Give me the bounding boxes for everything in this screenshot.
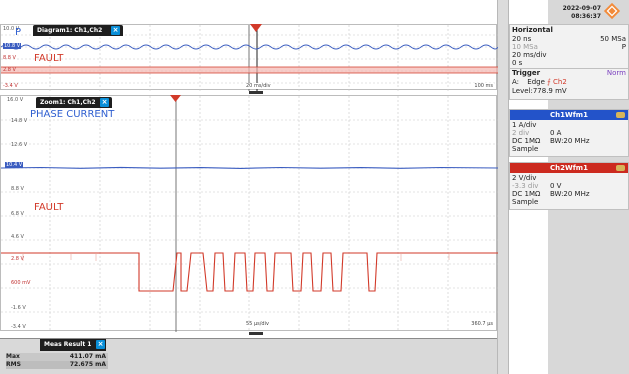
horizontal-position: 0 s: [512, 59, 523, 67]
zoom1-tab-label: Zoom1: Ch1,Ch2: [40, 99, 96, 106]
diagram1-grid: [1, 25, 498, 91]
ch1-position: 2 div: [512, 129, 530, 137]
trigger-source-row: A: Edge ⨍ Ch2: [512, 78, 567, 86]
ch1-mode: Sample: [512, 145, 539, 153]
diag-y-label-2: 2.8 V: [3, 67, 16, 73]
edge-icon: ⨍: [547, 78, 551, 86]
zoom1-close-icon[interactable]: ×: [100, 98, 109, 107]
zoom-y-label-9: -1.6 V: [11, 305, 26, 311]
ch2-bandwidth: BW:20 MHz: [550, 190, 590, 198]
diag-label-p: P: [15, 27, 22, 38]
trigger-channel: Ch2: [553, 78, 567, 86]
zoom-resize-handle[interactable]: [249, 332, 263, 335]
diag-y-label-3: -3.4 V: [3, 83, 18, 89]
zoom-x-end: 360.7 µs: [470, 321, 494, 327]
trigger-level: Level:778.9 mV: [512, 87, 567, 95]
ch2-coupling: DC 1MΩ: [512, 190, 541, 198]
diagram1-close-icon[interactable]: ×: [111, 26, 120, 35]
horizontal-timebase: 20 ms/div: [512, 51, 547, 59]
meas-tab-label: Meas Result 1: [44, 341, 92, 348]
diagram-resize-handle[interactable]: [249, 91, 263, 94]
panel-splitter[interactable]: [497, 0, 509, 374]
horizontal-resolution: 20 ns: [512, 35, 532, 43]
zoom1-grid: [1, 96, 498, 332]
zoom-ch1-marker[interactable]: 10.4 V: [5, 162, 24, 168]
meas-name-rms: RMS: [6, 361, 21, 368]
zoom1-tab[interactable]: Zoom1: Ch1,Ch2 ×: [36, 97, 112, 108]
diag-label-fault: FAULT: [34, 53, 64, 64]
zoom-label-fault: FAULT: [34, 202, 64, 213]
trigger-title: Trigger: [512, 69, 541, 77]
trigger-mode: Norm: [606, 69, 626, 77]
ch2-panel[interactable]: Ch2Wfm1 2 V/div -3.3 div 0 V DC 1MΩ BW:2…: [509, 162, 629, 210]
ch2-offset: 0 V: [550, 182, 562, 190]
ch1-bandwidth: BW:20 MHz: [550, 137, 590, 145]
ch2-title: Ch2Wfm1: [550, 164, 588, 172]
zoom-trigger-marker-icon[interactable]: [170, 95, 181, 102]
ch2-scale: 2 V/div: [512, 174, 537, 182]
ch2-position: -3.3 div: [512, 182, 539, 190]
date-text: 2022-09-07: [562, 5, 601, 12]
meas-close-icon[interactable]: ×: [96, 340, 105, 349]
ch1-settings-icon[interactable]: [616, 112, 625, 118]
diag-ch1-marker[interactable]: 10.8 V: [3, 43, 22, 49]
ch2-mode: Sample: [512, 198, 539, 206]
diag-x-scale: 20 ms/div: [245, 83, 272, 89]
ch1-panel[interactable]: Ch1Wfm1 1 A/div 2 div 0 A DC 1MΩ BW:20 M…: [509, 109, 629, 157]
diag-x-end: 100 ms: [473, 83, 494, 89]
diagram1-tab[interactable]: Diagram1: Ch1,Ch2 ×: [33, 25, 123, 36]
ch2-header[interactable]: Ch2Wfm1: [510, 163, 628, 173]
horizontal-acq-rate: 10 MSa: [512, 43, 538, 51]
meas-row-rms: RMS 72.675 mA: [6, 361, 108, 369]
meas-value-max: 411.07 mA: [69, 353, 106, 360]
zoom-x-scale: 55 µs/div: [245, 321, 270, 327]
horizontal-samplerate: 50 MSa: [600, 35, 626, 43]
zoom-y-label-2: 12.6 V: [11, 142, 28, 148]
zoom1-plot[interactable]: 16.0 V 14.8 V 12.6 V 10.4 V 8.8 V 6.8 V …: [0, 95, 498, 332]
trigger-a: A:: [512, 78, 520, 86]
ch1-title: Ch1Wfm1: [550, 111, 588, 119]
datetime: 2022-09-07 08:36:37: [563, 5, 601, 21]
zoom-y-label-0: 16.0 V: [7, 97, 24, 103]
horizontal-title: Horizontal: [512, 26, 553, 34]
trigger-edge: Edge: [527, 78, 545, 86]
horizontal-panel[interactable]: Horizontal 20 ns 50 MSa 10 MSa P 20 ms/d…: [509, 24, 629, 100]
rs-logo-icon: [603, 2, 621, 20]
horizontal-p: P: [621, 43, 626, 51]
ch1-header[interactable]: Ch1Wfm1: [510, 110, 628, 120]
ch1-coupling: DC 1MΩ: [512, 137, 541, 145]
zoom-y-label-10: -3.4 V: [11, 324, 26, 330]
meas-name-max: Max: [6, 353, 20, 360]
zoom-y-label-7: 2.8 V: [11, 256, 24, 262]
zoom-y-label-6: 4.6 V: [11, 234, 24, 240]
meas-value-rms: 72.675 mA: [69, 361, 106, 368]
diag-y-label-0: 10.0 V: [3, 26, 20, 32]
zoom-y-label-5: 6.8 V: [11, 211, 24, 217]
meas-result-tab[interactable]: Meas Result 1 ×: [40, 339, 106, 351]
zoom-y-label-4: 8.8 V: [11, 186, 24, 192]
diag-y-label-1: 8.8 V: [3, 55, 16, 61]
trigger-marker-icon[interactable]: [250, 24, 262, 32]
zoom-y-label-1: 14.8 V: [11, 118, 28, 124]
ch1-offset: 0 A: [550, 129, 562, 137]
diagram1-plot[interactable]: 10.0 V 10.8 V 8.8 V 2.8 V -3.4 V P FAULT…: [0, 24, 498, 91]
ch2-settings-icon[interactable]: [616, 165, 625, 171]
zoom-y-label-8: 600 mV: [11, 280, 31, 286]
time-text: 08:36:37: [571, 13, 601, 20]
zoom-label-phase-current: PHASE CURRENT: [30, 109, 115, 120]
diagram1-tab-label: Diagram1: Ch1,Ch2: [37, 27, 103, 34]
ch1-scale: 1 A/div: [512, 121, 537, 129]
meas-row-max: Max 411.07 mA: [6, 353, 108, 361]
